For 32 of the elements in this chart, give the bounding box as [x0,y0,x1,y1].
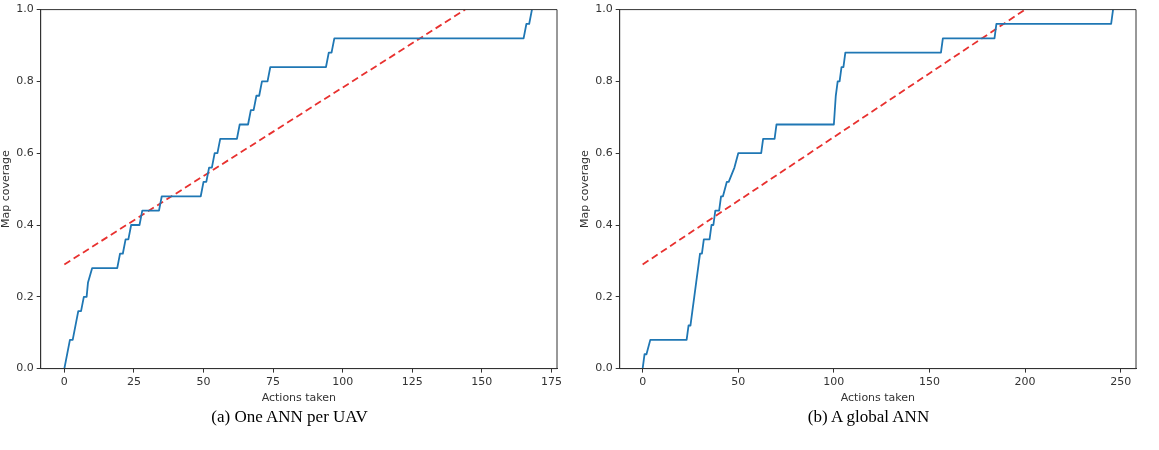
y-tick-label: 0.4 [16,217,34,231]
x-tick-label: 100 [823,375,845,389]
x-axis-title: Actions taken [261,391,337,405]
x-tick-label: 125 [401,375,423,389]
x-tick-label: 150 [471,375,493,389]
x-tick-label: 250 [1110,375,1132,389]
y-tick-label: 0.2 [595,289,613,303]
y-tick-label: 0.8 [595,74,613,88]
y-axis-title: Map coverage [578,149,592,228]
y-tick-label: 1.0 [16,2,34,16]
x-axis-title: Actions taken [840,391,916,405]
x-tick-label: 175 [540,375,562,389]
y-tick-label: 0.2 [16,289,34,303]
y-tick-label: 0.6 [595,146,613,160]
x-tick-label: 200 [1014,375,1036,389]
y-tick-label: 0.8 [16,74,34,88]
y-tick-label: 0.0 [16,361,34,375]
x-tick-label: 50 [196,375,211,389]
x-tick-label: 150 [918,375,940,389]
x-tick-label: 100 [332,375,354,389]
y-axis-title: Map coverage [0,149,13,228]
x-tick-label: 50 [731,375,746,389]
x-tick-label: 0 [60,375,68,389]
y-tick-label: 0.6 [16,146,34,160]
x-tick-label: 75 [266,375,281,389]
y-tick-label: 1.0 [595,2,613,16]
y-tick-label: 0.0 [595,361,613,375]
text: (a) One ANN per UAV [210,407,369,427]
y-tick-label: 0.4 [595,217,613,231]
text: (b) A global ANN [806,407,931,427]
x-tick-label: 0 [639,375,647,389]
x-tick-label: 25 [126,375,141,389]
